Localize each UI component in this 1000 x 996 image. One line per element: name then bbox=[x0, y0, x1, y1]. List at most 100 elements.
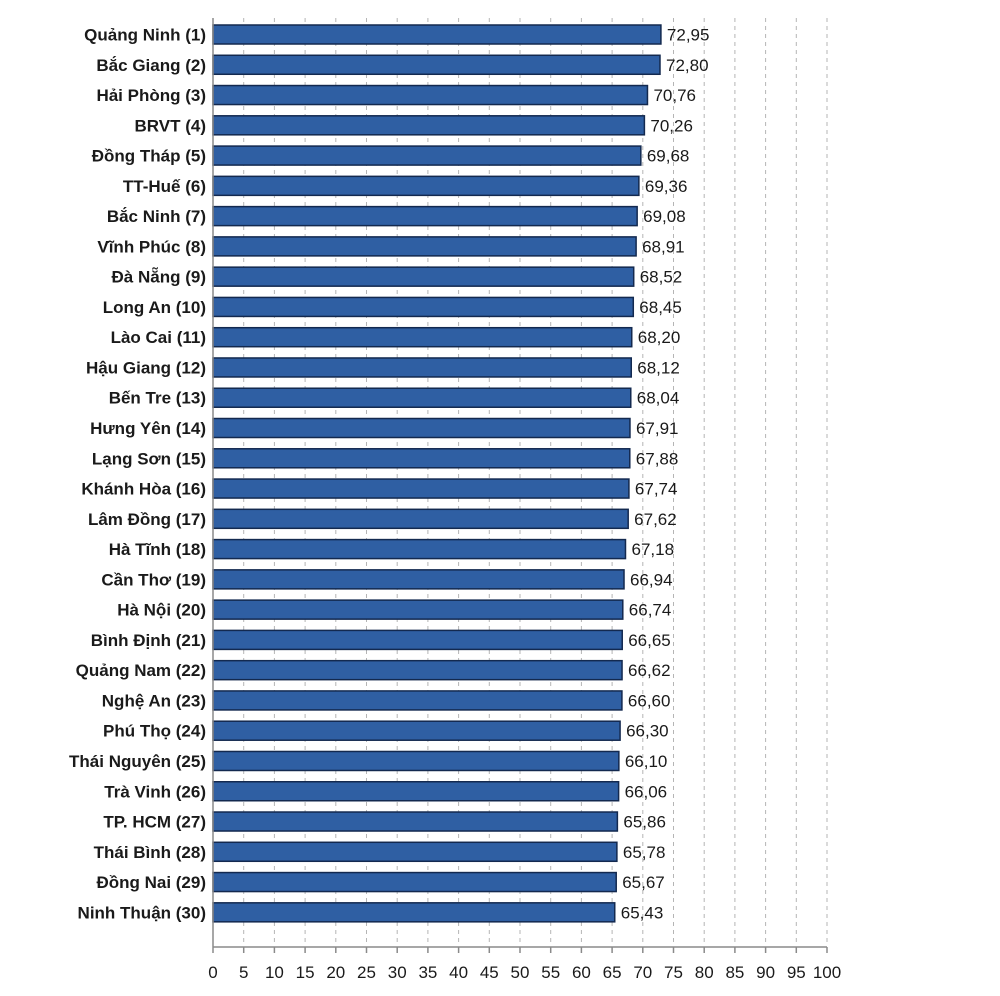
x-axis: 0 5 10 15 20 25 30 35 40 45 50 55 60 65 70 75 80 85 90 95 10… bbox=[208, 18, 841, 982]
bar-25 bbox=[212, 750, 620, 772]
value-label-2: 72,80 bbox=[666, 56, 709, 75]
bar-13 bbox=[212, 387, 632, 408]
x-tick-label-40: 40 bbox=[449, 963, 468, 982]
bar-22 bbox=[212, 659, 623, 681]
category-label-10: Long An (10) bbox=[103, 298, 206, 317]
value-label-22: 66,62 bbox=[628, 661, 671, 680]
value-label-23: 66,60 bbox=[628, 691, 671, 710]
category-label-14: Hưng Yên (14) bbox=[90, 419, 206, 438]
category-label-18: Hà Tĩnh (18) bbox=[109, 540, 206, 559]
x-tick-label-100: 100 bbox=[813, 963, 841, 982]
value-label-18: 67,18 bbox=[631, 540, 674, 559]
bar-8 bbox=[212, 236, 637, 257]
category-label-12: Hậu Giang (12) bbox=[86, 358, 206, 377]
bar-3 bbox=[212, 84, 649, 106]
category-label-6: TT-Huế (6) bbox=[123, 177, 206, 196]
bar-14 bbox=[212, 417, 631, 439]
bar-17 bbox=[212, 508, 629, 530]
x-tick-label-5: 5 bbox=[239, 963, 248, 982]
category-label-19: Cần Thơ (19) bbox=[101, 570, 206, 589]
bar-5 bbox=[212, 145, 642, 166]
x-tick-label-0: 0 bbox=[208, 963, 217, 982]
bar-6 bbox=[212, 175, 640, 197]
x-tick-label-35: 35 bbox=[418, 963, 437, 982]
value-label-6: 69,36 bbox=[645, 177, 688, 196]
x-tick-label-10: 10 bbox=[265, 963, 284, 982]
category-label-1: Quảng Ninh (1) bbox=[84, 26, 206, 45]
value-label-12: 68,12 bbox=[637, 358, 680, 377]
value-label-27: 65,86 bbox=[623, 813, 666, 832]
x-tick-label-55: 55 bbox=[541, 963, 560, 982]
category-label-29: Đồng Nai (29) bbox=[96, 873, 206, 892]
value-label-10: 68,45 bbox=[639, 298, 682, 317]
value-label-25: 66,10 bbox=[625, 752, 668, 771]
category-label-4: BRVT (4) bbox=[135, 116, 206, 135]
x-tick-label-65: 65 bbox=[603, 963, 622, 982]
value-label-21: 66,65 bbox=[628, 631, 671, 650]
bar-2 bbox=[212, 54, 661, 76]
bars-layer bbox=[212, 24, 662, 923]
category-label-9: Đà Nẵng (9) bbox=[112, 267, 206, 287]
bar-20 bbox=[212, 599, 624, 620]
bar-7 bbox=[212, 205, 638, 227]
value-label-14: 67,91 bbox=[636, 419, 679, 438]
value-label-15: 67,88 bbox=[636, 449, 679, 468]
x-tick-label-75: 75 bbox=[664, 963, 683, 982]
value-label-20: 66,74 bbox=[629, 601, 672, 620]
bar-23 bbox=[212, 690, 623, 711]
value-label-28: 65,78 bbox=[623, 843, 666, 862]
value-label-5: 69,68 bbox=[647, 147, 690, 166]
x-tick-label-80: 80 bbox=[695, 963, 714, 982]
category-label-11: Lào Cai (11) bbox=[111, 328, 206, 347]
category-label-7: Bắc Ninh (7) bbox=[107, 207, 206, 226]
value-label-16: 67,74 bbox=[635, 480, 678, 499]
value-label-26: 66,06 bbox=[625, 782, 668, 801]
category-label-16: Khánh Hòa (16) bbox=[81, 480, 206, 499]
x-tick-label-20: 20 bbox=[326, 963, 345, 982]
category-label-27: TP. HCM (27) bbox=[103, 813, 206, 832]
x-tick-label-95: 95 bbox=[787, 963, 806, 982]
x-tick-label-85: 85 bbox=[725, 963, 744, 982]
bar-18 bbox=[212, 538, 627, 560]
bar-10 bbox=[212, 296, 635, 318]
value-label-4: 70,26 bbox=[650, 116, 693, 135]
value-label-24: 66,30 bbox=[626, 722, 669, 741]
bar-21 bbox=[212, 629, 623, 651]
x-tick-label-90: 90 bbox=[756, 963, 775, 982]
x-tick-label-45: 45 bbox=[480, 963, 499, 982]
bar-29 bbox=[212, 871, 617, 893]
category-label-13: Bến Tre (13) bbox=[109, 389, 206, 408]
category-label-28: Thái Bình (28) bbox=[94, 843, 206, 862]
category-label-24: Phú Thọ (24) bbox=[103, 722, 206, 741]
value-label-9: 68,52 bbox=[640, 268, 683, 287]
category-label-22: Quảng Nam (22) bbox=[76, 661, 206, 680]
bar-19 bbox=[212, 569, 625, 590]
category-label-3: Hải Phòng (3) bbox=[96, 86, 206, 105]
bar-28 bbox=[212, 841, 618, 863]
value-label-29: 65,67 bbox=[622, 873, 665, 892]
value-label-30: 65,43 bbox=[621, 903, 664, 922]
category-label-30: Ninh Thuận (30) bbox=[78, 903, 206, 922]
x-tick-label-60: 60 bbox=[572, 963, 591, 982]
category-label-2: Bắc Giang (2) bbox=[96, 56, 206, 75]
bar-9 bbox=[212, 266, 635, 287]
category-label-25: Thái Nguyên (25) bbox=[69, 752, 206, 771]
category-label-17: Lâm Đồng (17) bbox=[88, 510, 206, 529]
value-label-19: 66,94 bbox=[630, 570, 673, 589]
bar-11 bbox=[212, 326, 633, 348]
bar-24 bbox=[212, 720, 621, 741]
value-label-13: 68,04 bbox=[637, 389, 680, 408]
x-tick-label-25: 25 bbox=[357, 963, 376, 982]
bar-15 bbox=[212, 448, 631, 469]
value-label-8: 68,91 bbox=[642, 237, 685, 256]
value-label-1: 72,95 bbox=[667, 26, 710, 45]
x-tick-label-70: 70 bbox=[633, 963, 652, 982]
bar-27 bbox=[212, 811, 619, 832]
value-label-11: 68,20 bbox=[638, 328, 681, 347]
value-label-17: 67,62 bbox=[634, 510, 677, 529]
category-label-20: Hà Nội (20) bbox=[117, 601, 206, 620]
bar-12 bbox=[212, 357, 633, 378]
bar-4 bbox=[212, 115, 646, 136]
category-label-15: Lạng Sơn (15) bbox=[92, 449, 206, 468]
